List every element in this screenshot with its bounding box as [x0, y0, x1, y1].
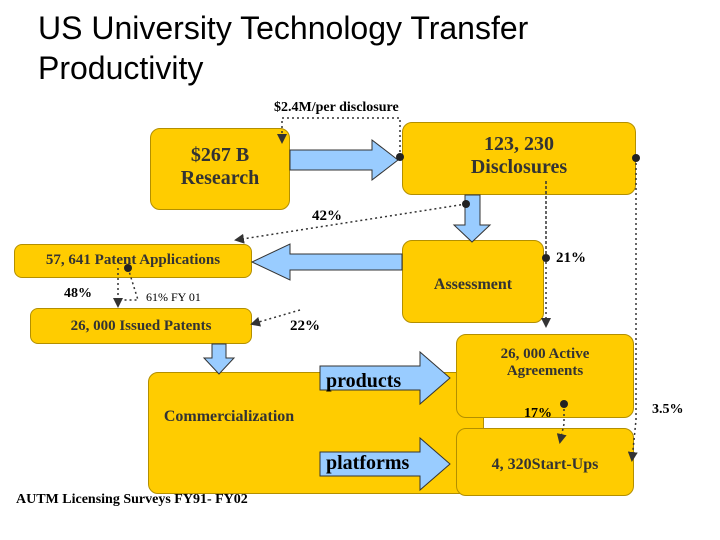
page-title: US University Technology Transfer Produc… — [38, 10, 529, 86]
pct-48-label: 48% — [64, 286, 92, 301]
research-box — [150, 128, 290, 210]
active-agreements-label: 26, 000 Active Agreements — [500, 346, 590, 380]
pct-3-5-connector — [627, 158, 638, 462]
products-arrow — [319, 350, 451, 406]
fy01-label: 61% FY 01 — [146, 290, 201, 304]
assessment-label: Assessment — [433, 276, 513, 293]
startups-label: 4, 320Start-Ups — [491, 456, 599, 473]
active-agreements-box — [456, 334, 634, 418]
source-label: AUTM Licensing Surveys FY91- FY02 — [16, 492, 248, 507]
pct-42-connector — [234, 203, 467, 244]
pct-42-label: 42% — [312, 208, 342, 224]
patent-applications-label: 57, 641 Patent Applications — [45, 252, 221, 268]
research-to-disclosures-arrow — [289, 138, 399, 182]
commercialization-label: Commercialization — [163, 408, 295, 425]
pct-22-label: 22% — [290, 318, 320, 334]
pct-17-label: 17% — [524, 406, 552, 421]
platforms-arrow — [319, 436, 451, 492]
issued-patents-label: 26, 000 Issued Patents — [70, 318, 212, 334]
platforms-label: platforms — [326, 452, 410, 474]
per-disclosure-label: $2.4M/per disclosure — [274, 100, 399, 115]
pct-3-5-label: 3.5% — [652, 402, 684, 417]
assessment-box — [402, 240, 544, 323]
issued-patents-box — [30, 308, 252, 344]
startups-box — [456, 428, 634, 496]
research-label: $267 B Research — [180, 144, 260, 189]
disclosures-label: 123, 230 Disclosures — [470, 133, 568, 178]
fy01-connector — [118, 267, 140, 301]
pct-17-connector — [556, 404, 567, 444]
pct-21-label: 21% — [556, 250, 586, 266]
disclosures-to-assessment-arrow — [452, 194, 492, 243]
products-label: products — [326, 370, 402, 392]
pct-22-connector — [250, 309, 301, 327]
assessment-to-patents-arrow — [250, 243, 403, 281]
issued-patents-to-commercialization-arrow — [202, 343, 236, 375]
patent-applications-box — [14, 244, 252, 278]
